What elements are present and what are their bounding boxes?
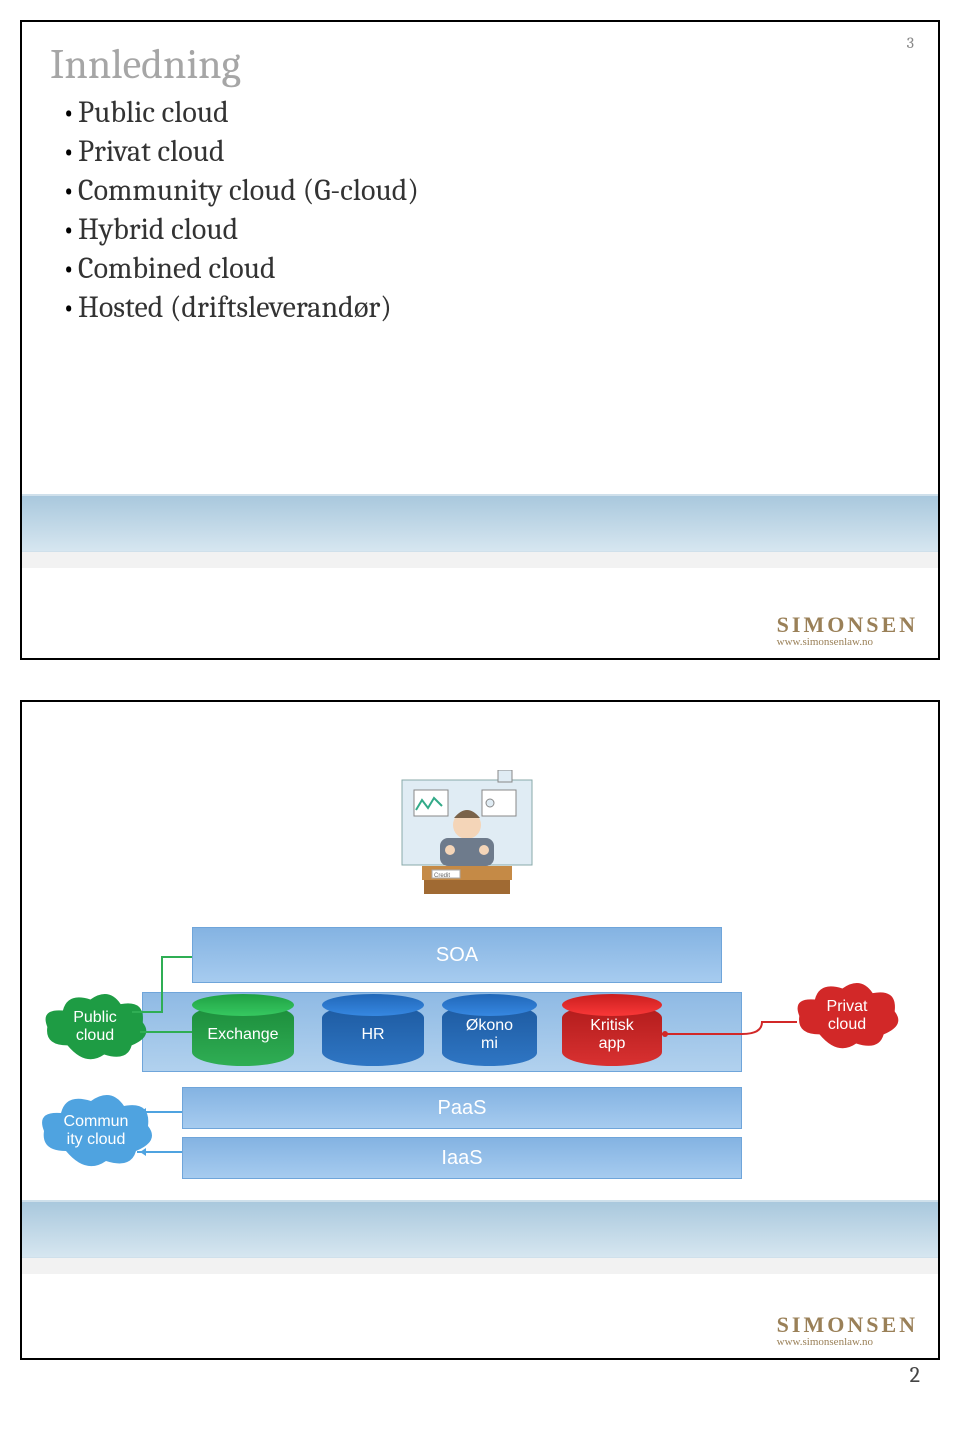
bullet-item: •Hybrid cloud <box>62 210 898 249</box>
cylinder-label: Kritisk app <box>590 1017 634 1053</box>
slide-2: Credit SOA Exchange HR Økono mi Kritisk … <box>20 700 940 1360</box>
bullet-text: Combined cloud <box>78 249 276 288</box>
clipart-person-icon: Credit <box>392 770 542 920</box>
brand-logo: SIMONSEN www.simonsenlaw.no <box>777 612 918 648</box>
bullet-item: •Privat cloud <box>62 132 898 171</box>
iaas-bar: IaaS <box>182 1137 742 1179</box>
cylinder-hr: HR <box>322 1004 424 1066</box>
bullet-item: •Hosted (driftsleverandør) <box>62 288 898 327</box>
soa-bar: SOA <box>192 927 722 983</box>
bullet-item: •Public cloud <box>62 93 898 132</box>
bullet-text: Public cloud <box>78 93 229 132</box>
brand-main: SIMONSEN <box>777 1312 918 1338</box>
cylinder-exchange: Exchange <box>192 1004 294 1066</box>
paas-bar: PaaS <box>182 1087 742 1129</box>
slide-page-number: 3 <box>907 34 914 52</box>
brand-logo: SIMONSEN www.simonsenlaw.no <box>777 1312 918 1348</box>
bullet-text: Hosted (driftsleverandør) <box>78 288 392 327</box>
bullet-text: Hybrid cloud <box>78 210 238 249</box>
cylinder-kritisk: Kritisk app <box>562 1004 662 1066</box>
bullet-item: •Community cloud (G-cloud) <box>62 171 898 210</box>
bullet-text: Community cloud (G-cloud) <box>78 171 419 210</box>
cloud-community: Commun ity cloud <box>36 1090 156 1172</box>
gray-strip <box>22 1258 938 1274</box>
cloud-label: Public cloud <box>73 1009 117 1044</box>
footer-band <box>22 1200 938 1258</box>
svg-text:Credit: Credit <box>434 873 450 879</box>
cloud-label: Privat cloud <box>827 998 868 1033</box>
slide-1: 3 Innledning •Public cloud •Privat cloud… <box>20 20 940 660</box>
document-page-number: 2 <box>910 1362 920 1388</box>
diagram-area: Credit SOA Exchange HR Økono mi Kritisk … <box>22 712 938 1238</box>
cloud-public: Public cloud <box>40 988 150 1066</box>
bullet-item: •Combined cloud <box>62 249 898 288</box>
bullet-text: Privat cloud <box>78 132 225 171</box>
cylinder-label: Økono mi <box>466 1017 513 1053</box>
brand-main: SIMONSEN <box>777 612 918 638</box>
cylinder-label: HR <box>361 1026 384 1044</box>
footer-band <box>22 494 938 552</box>
cylinder-okonomi: Økono mi <box>442 1004 537 1066</box>
bullet-list: •Public cloud •Privat cloud •Community c… <box>22 89 938 327</box>
gray-strip <box>22 552 938 568</box>
cloud-label: Commun ity cloud <box>64 1113 129 1148</box>
cloud-privat: Privat cloud <box>792 976 902 1056</box>
cylinder-label: Exchange <box>207 1026 278 1044</box>
slide1-title: Innledning <box>22 22 938 89</box>
